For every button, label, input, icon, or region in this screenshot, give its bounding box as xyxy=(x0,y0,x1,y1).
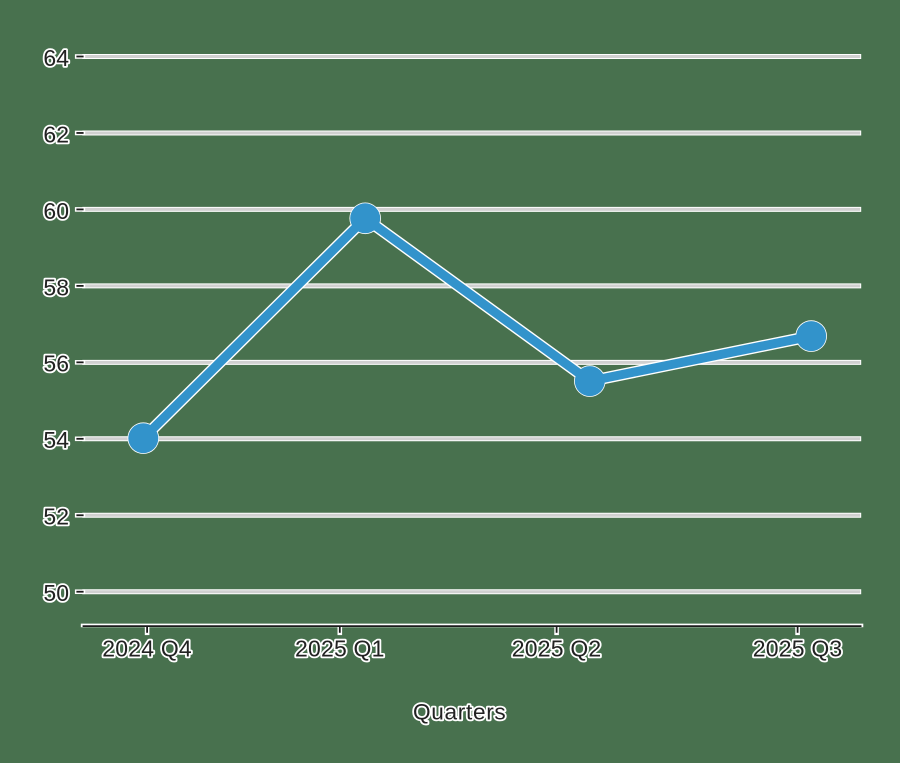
svg-text:2025 Q2: 2025 Q2 xyxy=(512,636,602,662)
svg-text:2024 Q4: 2024 Q4 xyxy=(102,636,192,662)
svg-text:2025 Q3: 2025 Q3 xyxy=(753,636,843,662)
svg-text:58: 58 xyxy=(43,274,69,300)
svg-text:50: 50 xyxy=(43,580,69,606)
svg-text:52: 52 xyxy=(43,504,69,530)
svg-text:54: 54 xyxy=(43,427,69,453)
svg-text:60: 60 xyxy=(43,198,69,224)
svg-text:64: 64 xyxy=(43,45,69,71)
svg-text:56: 56 xyxy=(43,351,69,377)
svg-text:2025 Q1: 2025 Q1 xyxy=(295,636,385,662)
svg-text:62: 62 xyxy=(43,121,69,147)
svg-text:Quarters: Quarters xyxy=(413,700,507,725)
